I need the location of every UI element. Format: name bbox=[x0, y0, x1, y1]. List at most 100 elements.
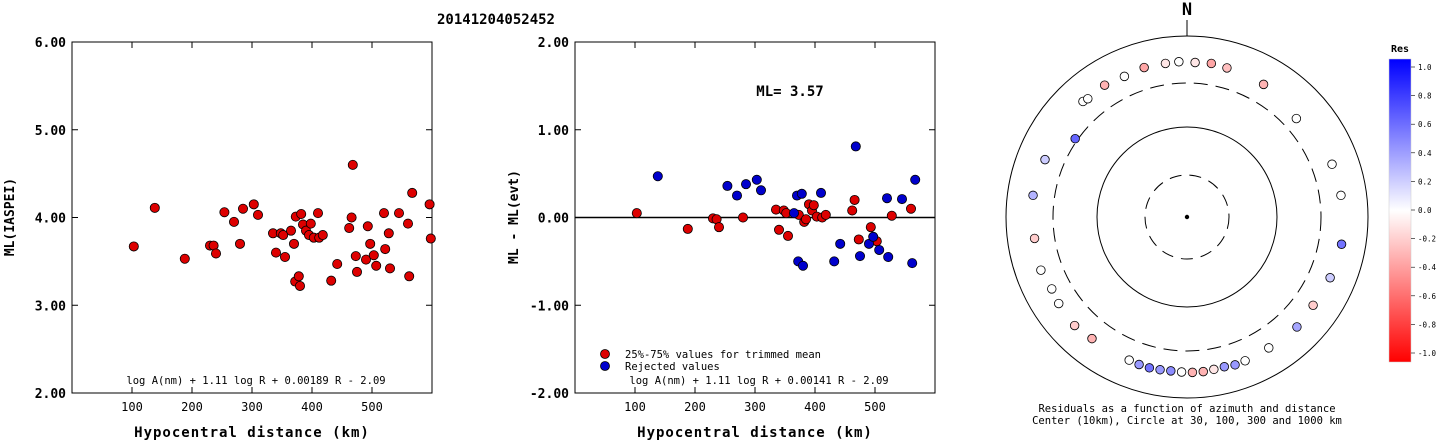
trimmed-point bbox=[865, 222, 876, 233]
y-tick-label: 2.00 bbox=[538, 36, 569, 51]
station-point bbox=[1087, 333, 1097, 344]
rejected-point bbox=[835, 238, 846, 249]
data-point bbox=[365, 238, 376, 249]
colorbar-tick-label: -1.0 bbox=[1418, 349, 1437, 358]
rejected-point bbox=[855, 251, 866, 262]
panel-residual-vs-distance: 100 200 300 400 500 -2.00 -1.00 0.00 1.00 2.00 M… bbox=[507, 36, 936, 441]
data-point bbox=[424, 199, 435, 210]
station-point bbox=[1292, 322, 1302, 332]
data-point bbox=[404, 271, 415, 282]
x-tick-label: 300 bbox=[744, 400, 766, 414]
station-point bbox=[1124, 355, 1134, 365]
station-point bbox=[1119, 71, 1130, 82]
station-point bbox=[1040, 154, 1050, 165]
ring-30km bbox=[1144, 174, 1230, 260]
trimmed-point bbox=[847, 205, 858, 216]
station-point bbox=[1187, 367, 1198, 378]
rejected-point bbox=[882, 193, 893, 204]
station-point bbox=[1144, 363, 1155, 373]
trimmed-point bbox=[886, 210, 897, 221]
trimmed-point bbox=[738, 212, 749, 223]
trimmed-point bbox=[906, 203, 917, 214]
data-point bbox=[293, 271, 304, 282]
x-tick-label: 300 bbox=[241, 400, 263, 414]
x-axis-label: Hypocentral distance (km) bbox=[637, 425, 873, 441]
station-point bbox=[1069, 320, 1080, 331]
station-point bbox=[1028, 190, 1038, 201]
data-point bbox=[347, 159, 358, 170]
data-point bbox=[402, 218, 413, 229]
rejected-point bbox=[897, 194, 908, 205]
data-point bbox=[149, 202, 160, 213]
data-point bbox=[288, 238, 299, 249]
rejected-point bbox=[796, 188, 807, 199]
data-point bbox=[234, 238, 245, 249]
station-point bbox=[1325, 273, 1335, 283]
ring-100km bbox=[1096, 126, 1278, 308]
y-axis-label: ML - ML(evt) bbox=[507, 170, 522, 264]
data-point bbox=[285, 225, 296, 236]
figure-title: 20141204052452 bbox=[437, 12, 555, 28]
station-point bbox=[1166, 366, 1176, 376]
rejected-point bbox=[652, 171, 663, 182]
trimmed-point bbox=[849, 194, 860, 205]
trimmed-point bbox=[820, 209, 831, 220]
data-point bbox=[179, 253, 190, 264]
station-point bbox=[1083, 94, 1093, 104]
y-tick-label: 6.00 bbox=[35, 36, 66, 51]
caption-line-2: Center (10km), Circle at 30, 100, 300 an… bbox=[1032, 415, 1342, 427]
y-tick-label: 2.00 bbox=[35, 387, 66, 402]
x-tick-label: 500 bbox=[864, 400, 886, 414]
data-point bbox=[344, 223, 355, 234]
data-point bbox=[332, 259, 343, 270]
station-point bbox=[1264, 343, 1274, 353]
x-ticks: 100 200 300 400 500 bbox=[624, 42, 886, 414]
y-tick-label: 0.00 bbox=[538, 212, 569, 227]
colorbar-tick-label: 0.6 bbox=[1418, 120, 1432, 129]
x-tick-label: 400 bbox=[301, 400, 323, 414]
y-tick-label: -1.00 bbox=[530, 299, 569, 314]
colorbar-tick-label: -0.6 bbox=[1418, 292, 1437, 301]
ring-1000km bbox=[1005, 35, 1369, 399]
colorbar-tick-label: -0.2 bbox=[1418, 235, 1436, 244]
panel-azimuth-residuals: N Residuals as a function of azimuth and… bbox=[1005, 0, 1437, 427]
data-point bbox=[279, 251, 290, 262]
x-tick-label: 100 bbox=[121, 400, 143, 414]
x-tick-label: 200 bbox=[181, 400, 203, 414]
x-ticks: 100 200 300 400 500 bbox=[121, 42, 383, 414]
colorbar-tick-label: 0.2 bbox=[1418, 177, 1432, 186]
colorbar-tick-label: 0.0 bbox=[1418, 206, 1432, 215]
data-point bbox=[305, 218, 316, 229]
x-axis-label: Hypocentral distance (km) bbox=[134, 425, 370, 441]
data-point bbox=[317, 230, 328, 241]
data-point bbox=[371, 260, 382, 271]
rejected-point bbox=[816, 187, 827, 198]
y-ticks: 2.00 3.00 4.00 5.00 6.00 bbox=[35, 36, 432, 402]
colorbar-gradient bbox=[1388, 58, 1412, 363]
colorbar-ticks: 1.0 0.8 0.6 0.4 0.2 0.0 -0.2 -0.4 -0.6 -0.8 -1.0 bbox=[1411, 63, 1437, 358]
data-point bbox=[326, 275, 337, 286]
colorbar-title: Res bbox=[1391, 44, 1409, 55]
ml-annotation: ML= 3.57 bbox=[756, 84, 823, 100]
data-point bbox=[270, 247, 281, 258]
colorbar: Res 1.0 0.8 0.6 0.4 0.2 0.0 -0.2 -0.4 -0.6 -0.8 -1… bbox=[1388, 44, 1437, 363]
rejected-point bbox=[789, 208, 800, 219]
data-point bbox=[228, 216, 239, 227]
trimmed-point bbox=[801, 214, 812, 225]
data-point bbox=[296, 208, 307, 219]
y-tick-label: 5.00 bbox=[35, 124, 66, 139]
data-point bbox=[278, 230, 289, 241]
y-axis-label: ML(IASPEI) bbox=[3, 178, 18, 256]
center-marker bbox=[1184, 214, 1190, 220]
rejected-point bbox=[741, 179, 752, 190]
station-point bbox=[1036, 265, 1046, 275]
rejected-point bbox=[798, 260, 809, 271]
data-point bbox=[351, 266, 362, 277]
data-point bbox=[380, 244, 391, 255]
data-point bbox=[383, 228, 394, 239]
station-point bbox=[1160, 58, 1171, 69]
station-point bbox=[1206, 58, 1217, 69]
trimmed-point bbox=[783, 230, 794, 241]
colorbar-tick-label: 0.4 bbox=[1418, 149, 1432, 158]
